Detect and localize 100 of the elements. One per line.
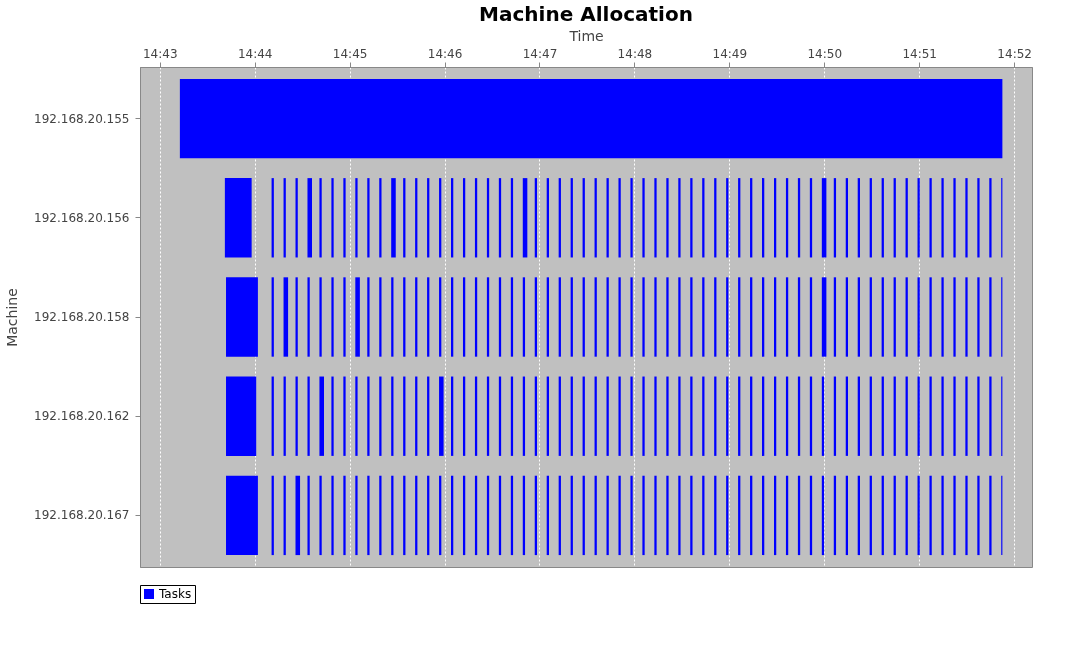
legend-label: Tasks xyxy=(158,587,192,601)
bar xyxy=(331,475,334,556)
bar xyxy=(965,475,968,556)
bar xyxy=(953,475,956,556)
bar xyxy=(666,475,669,556)
bar xyxy=(226,277,258,357)
bar xyxy=(690,277,693,357)
bar xyxy=(226,475,258,556)
bar xyxy=(226,376,257,456)
bar xyxy=(977,376,980,456)
bar xyxy=(355,475,358,556)
bar xyxy=(367,277,370,357)
bar xyxy=(630,376,633,456)
x-tick-label: 14:44 xyxy=(237,46,273,61)
x-tick-label: 14:47 xyxy=(522,46,558,61)
bar xyxy=(654,178,657,258)
x-tick-label: 14:50 xyxy=(807,46,843,61)
bar xyxy=(989,376,992,456)
bar xyxy=(355,277,360,357)
bar xyxy=(989,178,992,258)
bar xyxy=(941,376,944,456)
bar xyxy=(331,277,334,357)
bar xyxy=(618,376,621,456)
bar xyxy=(379,178,382,258)
bar xyxy=(678,475,681,556)
bar xyxy=(929,178,932,258)
bar xyxy=(678,376,681,456)
bar xyxy=(941,475,944,556)
bar xyxy=(642,376,645,456)
bar xyxy=(941,277,944,357)
bar xyxy=(331,178,334,258)
y-tick-label: 192.168.20.162 xyxy=(34,409,130,424)
bar xyxy=(618,178,621,258)
x-tick-label: 14:49 xyxy=(712,46,748,61)
bar xyxy=(642,277,645,357)
bar xyxy=(391,178,396,258)
bar xyxy=(953,277,956,357)
bar xyxy=(929,376,932,456)
bar xyxy=(307,376,310,456)
bar xyxy=(941,178,944,258)
bar xyxy=(319,178,322,258)
bar xyxy=(666,277,669,357)
bar xyxy=(965,277,968,357)
bar xyxy=(630,475,633,556)
bar xyxy=(355,178,358,258)
bar xyxy=(307,277,310,357)
bar xyxy=(953,376,956,456)
bar xyxy=(654,277,657,357)
bar xyxy=(965,178,968,258)
bar xyxy=(977,277,980,357)
bar xyxy=(618,277,621,357)
bar xyxy=(666,376,669,456)
bar xyxy=(343,178,346,258)
x-tick-label: 14:52 xyxy=(997,46,1032,61)
bar xyxy=(654,475,657,556)
bar xyxy=(690,178,693,258)
bar xyxy=(642,475,645,556)
bar xyxy=(331,376,334,456)
x-axis-title: Time xyxy=(568,27,604,44)
bar xyxy=(367,376,370,456)
chart-title: Machine Allocation xyxy=(479,2,693,26)
bar xyxy=(307,475,310,556)
x-tick-label: 14:46 xyxy=(427,46,463,61)
x-tick-label: 14:51 xyxy=(902,46,938,61)
bar xyxy=(379,475,382,556)
bar xyxy=(989,475,992,556)
bar xyxy=(319,376,324,456)
bar xyxy=(319,475,322,556)
bar xyxy=(678,178,681,258)
bar xyxy=(343,475,346,556)
y-axis-title: Machine xyxy=(4,288,21,347)
y-tick-label: 192.168.20.167 xyxy=(34,508,130,523)
bar xyxy=(379,376,382,456)
bar xyxy=(343,376,346,456)
bar xyxy=(977,178,980,258)
y-tick-label: 192.168.20.156 xyxy=(34,210,130,225)
bar xyxy=(367,475,370,556)
bar xyxy=(224,178,252,258)
bar xyxy=(929,277,932,357)
bar xyxy=(355,376,358,456)
bar xyxy=(319,277,322,357)
bar xyxy=(654,376,657,456)
bar xyxy=(678,277,681,357)
bar xyxy=(367,178,370,258)
bar xyxy=(630,277,633,357)
y-tick-label: 192.168.20.158 xyxy=(34,310,130,324)
bar xyxy=(379,277,382,357)
bar xyxy=(989,277,992,357)
x-tick-label: 14:45 xyxy=(332,46,368,61)
bar xyxy=(953,178,956,258)
bar xyxy=(343,277,346,357)
bar xyxy=(666,178,669,258)
bar xyxy=(307,178,313,258)
x-tick-label: 14:43 xyxy=(142,46,178,61)
bar xyxy=(977,475,980,556)
bar xyxy=(179,78,1003,159)
bar xyxy=(965,376,968,456)
bar xyxy=(690,475,693,556)
bar xyxy=(929,475,932,556)
bar xyxy=(642,178,645,258)
